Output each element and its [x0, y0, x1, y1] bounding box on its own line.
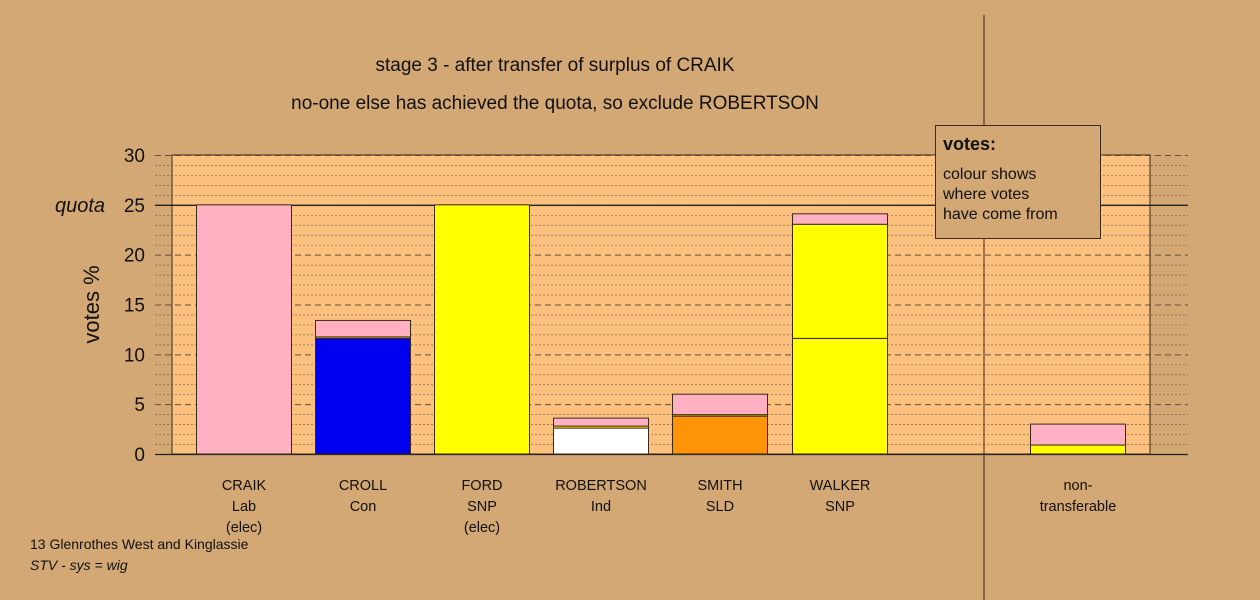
- category-label: CROLL: [339, 478, 387, 494]
- category-label: SNP: [467, 499, 497, 515]
- bar-segment: [1030, 423, 1126, 446]
- bar-segment: [315, 337, 411, 455]
- bar-segment: [553, 417, 649, 427]
- category-label: non-: [1063, 478, 1092, 494]
- category-label: ROBERTSON: [555, 478, 647, 494]
- category-label: CRAIK: [222, 478, 267, 494]
- voting-system: STV - sys = wig: [30, 557, 128, 573]
- y-tick-label: 20: [124, 246, 145, 267]
- category-label: Lab: [232, 499, 256, 515]
- category-label: SLD: [706, 499, 734, 515]
- chart-title-line-2: no-one else has achieved the quota, so e…: [291, 93, 819, 114]
- bar-segment: [1030, 444, 1126, 455]
- bar-segment: [315, 319, 411, 338]
- bar-segment: [434, 204, 530, 455]
- legend-line: where votes: [943, 186, 1030, 203]
- y-tick-label: 0: [134, 445, 145, 466]
- legend-line: colour shows: [943, 166, 1037, 183]
- bar-segment: [196, 204, 292, 455]
- category-label: FORD: [461, 478, 502, 494]
- category-label: SMITH: [697, 478, 742, 494]
- category-label: Con: [350, 499, 377, 515]
- y-axis-label: votes %: [79, 265, 104, 343]
- y-tick-label: 5: [134, 395, 145, 416]
- bar-segment: [672, 393, 768, 416]
- y-tick-label: 30: [124, 146, 145, 167]
- category-label: transferable: [1040, 499, 1117, 515]
- quota-label: quota: [55, 195, 105, 217]
- chart-title-line-1: stage 3 - after transfer of surplus of C…: [375, 55, 735, 76]
- bar-segment: [672, 415, 768, 455]
- legend-box: votes: colour shows where votes have com…: [935, 125, 1101, 239]
- bar-segment: [792, 223, 888, 339]
- y-tick-label: 10: [124, 345, 145, 366]
- category-label: WALKER: [810, 478, 871, 494]
- y-tick-label: 25: [124, 196, 145, 217]
- legend-line: have come from: [943, 206, 1058, 223]
- bar-segment: [792, 337, 888, 455]
- bar-segment: [792, 213, 888, 225]
- bar-segment: [553, 427, 649, 455]
- ward-name: 13 Glenrothes West and Kinglassie: [30, 536, 249, 552]
- category-label: SNP: [825, 499, 855, 515]
- legend-title: votes:: [943, 134, 997, 154]
- category-label: Ind: [591, 499, 611, 515]
- y-tick-label: 15: [124, 296, 145, 317]
- category-label: (elec): [464, 520, 500, 536]
- category-label: (elec): [226, 520, 262, 536]
